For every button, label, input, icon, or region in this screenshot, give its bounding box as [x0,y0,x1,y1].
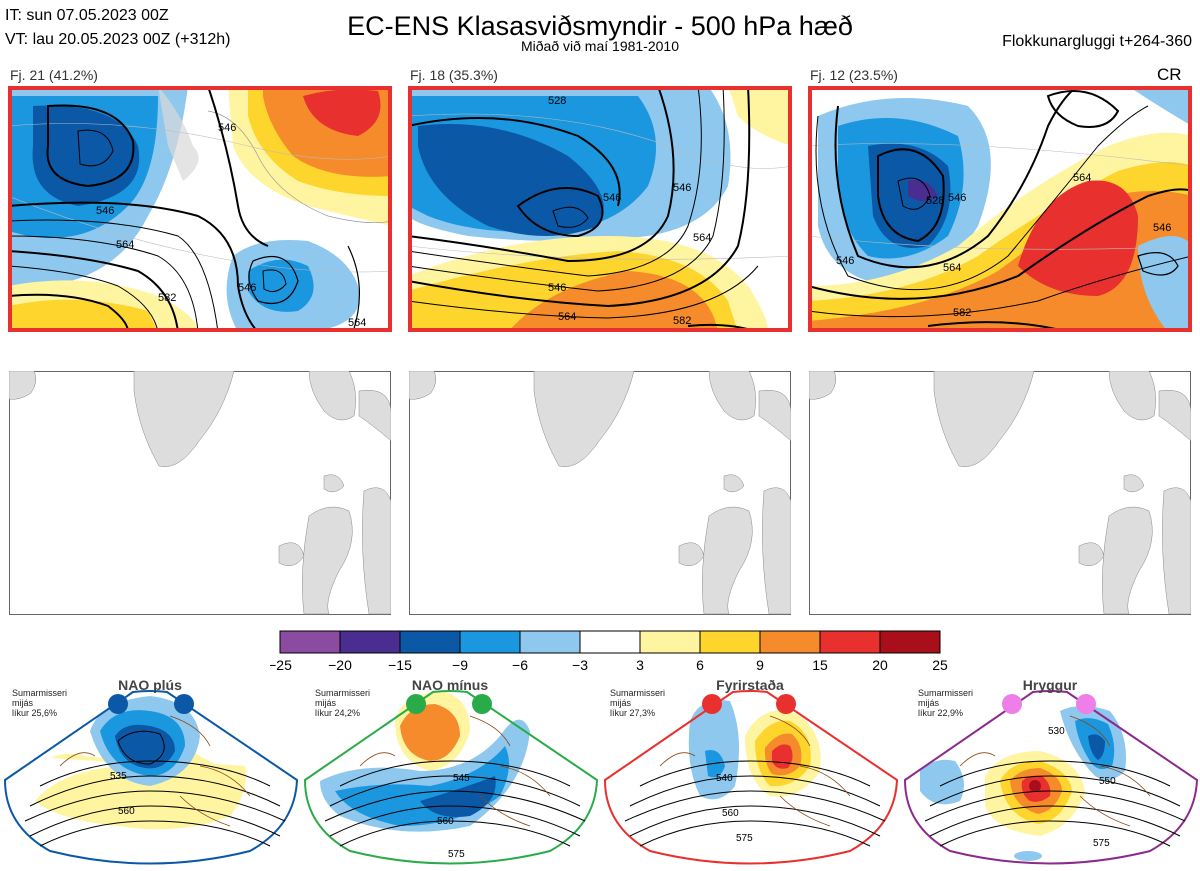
cluster-map-3: 528 546 546 564 564 582 546 [808,86,1192,332]
regime-title-nao-plus: NAO plús [118,677,182,693]
colorbar: −25 −20 −15 −9 −6 −3 3 6 9 15 20 25 [270,630,948,673]
contour-label: 564 [558,311,576,323]
cluster-map-1: 546 564 582 546 564 546 [8,86,392,332]
colorbar-tick-label: −6 [512,657,528,673]
contour-label: 528 [926,195,944,207]
colorbar-tick-label: 3 [636,657,644,673]
classification-window: Flokkunargluggi t+264-360 [1002,33,1192,50]
regime-contour-label: 575 [736,833,753,844]
contour-label: 546 [96,205,114,217]
colorbar-swatch [579,630,641,654]
colorbar-swatch [399,630,461,654]
regime-panels: 535 560 545 560 575 [3,690,1199,865]
regime-contour-label: 540 [716,773,733,784]
regime-contour-label: 545 [453,773,470,784]
contour-label: 546 [673,182,691,194]
regime-note-blocking: Sumarmisseri mijás líkur 27,3% [610,688,666,718]
regime-title-blocking: Fyrirstaða [716,677,784,693]
contour-label: 564 [943,262,961,274]
contour-label: 546 [948,192,966,204]
colorbar-swatch [459,630,521,654]
contour-label: 546 [836,255,854,267]
colorbar-tick-label: −25 [270,657,292,673]
contour-label: 582 [158,292,176,304]
empty-map-1 [9,371,391,615]
colorbar-swatch [819,630,881,654]
cluster-label-1: Fj. 21 (41.2%) [10,67,98,83]
initial-time: IT: sun 07.05.2023 00Z [5,7,169,24]
page-subtitle: Miðað við maí 1981-2010 [521,38,679,54]
regime-panel-nao-plus: 535 560 [3,690,299,865]
regime-note-nao-minus: Sumarmisseri mijás líkur 24,2% [315,688,371,718]
contour-label: 582 [673,315,691,327]
colorbar-tick-label: −15 [388,657,412,673]
cluster-map-2: 528 546 546 564 546 564 582 [408,86,792,332]
contour-label: 546 [1153,222,1171,234]
contour-label: 546 [218,122,236,134]
regime-contour-label: 560 [437,816,454,827]
empty-map-3 [809,371,1191,615]
contour-label: 564 [693,232,711,244]
colorbar-tick-label: −20 [328,657,352,673]
regime-contour-label: 530 [1048,726,1065,737]
regime-note-ridge: Sumarmisseri mijás líkur 22,9% [918,688,974,718]
colorbar-tick-label: −3 [572,657,588,673]
colorbar-swatch [519,630,581,654]
regime-contour-label: 575 [1093,838,1110,849]
regime-contour-label: 560 [722,808,739,819]
colorbar-swatch [759,630,821,654]
regime-note-nao-plus: Sumarmisseri mijás líkur 25,6% [12,688,68,718]
regime-panel-blocking: 540 560 575 [603,690,899,865]
empty-map-2 [409,371,791,615]
colorbar-tick-label: 25 [932,657,948,673]
colorbar-tick-label: −9 [452,657,468,673]
colorbar-swatch [639,630,701,654]
contour-label: 564 [1073,172,1091,184]
regime-title-ridge: Hryggur [1022,677,1078,693]
contour-label: 546 [238,282,256,294]
colorbar-tick-label: 9 [756,657,764,673]
contour-label: 582 [953,307,971,319]
colorbar-swatch [699,630,761,654]
regime-contour-label: 550 [1099,776,1116,787]
regime-contour-label: 560 [118,806,135,817]
colorbar-tick-label: 20 [872,657,888,673]
colorbar-swatch [879,630,941,654]
regime-contour-label: 535 [110,771,127,782]
valid-time: VT: lau 20.05.2023 00Z (+312h) [5,31,231,48]
colorbar-tick-label: 15 [812,657,828,673]
colorbar-swatch [279,630,341,654]
contour-label: 564 [116,239,134,251]
regime-title-nao-minus: NAO mínus [411,677,489,693]
contour-label: 546 [548,282,566,294]
colorbar-tick-label: 6 [696,657,704,673]
regime-contour-label: 575 [448,849,465,860]
colorbar-swatch [339,630,401,654]
cluster-label-2: Fj. 18 (35.3%) [410,67,498,83]
contour-label: 564 [348,317,366,329]
contour-label: 528 [548,95,566,107]
cr-label: CR [1157,65,1182,84]
cluster-label-3: Fj. 12 (23.5%) [810,67,898,83]
regime-panel-ridge: 530 550 575 [903,690,1199,865]
contour-label: 546 [603,192,621,204]
page-title: EC-ENS Klasasviðsmyndir - 500 hPa hæð [347,11,853,41]
regime-panel-nao-minus: 545 560 575 [303,690,599,865]
